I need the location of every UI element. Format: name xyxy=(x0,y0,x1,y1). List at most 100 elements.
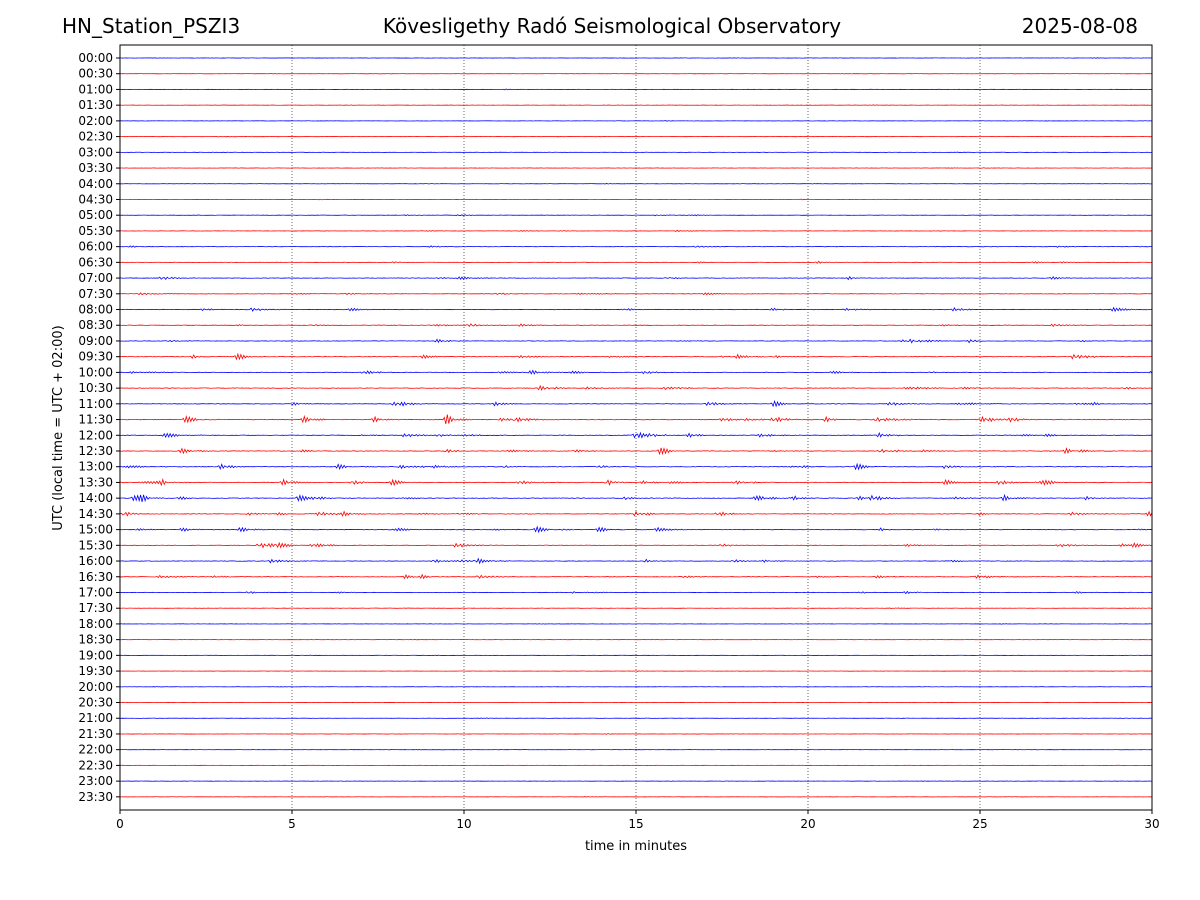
y-tick-label-11:30: 11:30 xyxy=(78,413,113,427)
x-tick-label-30: 30 xyxy=(1144,817,1159,831)
trace-14:00 xyxy=(119,493,1153,503)
trace-12:00 xyxy=(119,431,1153,439)
y-tick-label-11:00: 11:00 xyxy=(78,397,113,411)
y-tick-label-08:00: 08:00 xyxy=(78,303,113,317)
y-tick-label-10:30: 10:30 xyxy=(78,381,113,395)
trace-16:00 xyxy=(119,557,1153,565)
trace-02:00 xyxy=(120,120,1153,122)
y-tick-label-23:30: 23:30 xyxy=(78,790,113,804)
y-tick-label-05:00: 05:00 xyxy=(78,208,113,222)
y-tick-label-06:00: 06:00 xyxy=(78,240,113,254)
y-tick-label-19:00: 19:00 xyxy=(78,648,113,662)
y-tick-label-00:30: 00:30 xyxy=(78,67,113,81)
x-tick-label-15: 15 xyxy=(628,817,643,831)
trace-13:00 xyxy=(119,462,1153,471)
trace-18:00 xyxy=(119,623,1153,625)
y-tick-label-23:00: 23:00 xyxy=(78,774,113,788)
trace-15:00 xyxy=(119,525,1153,534)
trace-08:30 xyxy=(119,323,1153,328)
trace-21:30 xyxy=(119,733,1153,735)
grid-layer xyxy=(291,45,981,810)
x-tick-label-0: 0 xyxy=(116,817,124,831)
trace-12:30 xyxy=(119,447,1153,456)
y-tick-label-00:00: 00:00 xyxy=(78,51,113,65)
trace-07:30 xyxy=(120,292,1153,296)
y-tick-label-16:00: 16:00 xyxy=(78,554,113,568)
trace-17:00 xyxy=(119,590,1152,595)
y-tick-label-15:30: 15:30 xyxy=(78,538,113,552)
y-tick-label-05:30: 05:30 xyxy=(78,224,113,238)
y-tick-label-09:00: 09:00 xyxy=(78,334,113,348)
y-tick-label-04:30: 04:30 xyxy=(78,192,113,206)
trace-01:30 xyxy=(119,104,1153,106)
x-tick-label-10: 10 xyxy=(456,817,471,831)
y-tick-label-06:30: 06:30 xyxy=(78,255,113,269)
y-tick-label-16:30: 16:30 xyxy=(78,570,113,584)
y-tick-label-14:30: 14:30 xyxy=(78,507,113,521)
y-tick-label-04:00: 04:00 xyxy=(78,177,113,191)
y-tick-label-19:30: 19:30 xyxy=(78,664,113,678)
trace-23:30 xyxy=(119,796,1153,798)
y-tick-label-12:00: 12:00 xyxy=(78,428,113,442)
trace-02:30 xyxy=(119,135,1153,138)
y-tick-label-02:30: 02:30 xyxy=(78,130,113,144)
trace-22:00 xyxy=(119,748,1153,751)
y-tick-label-02:00: 02:00 xyxy=(78,114,113,128)
y-tick-label-18:30: 18:30 xyxy=(78,633,113,647)
y-tick-label-22:00: 22:00 xyxy=(78,743,113,757)
y-tick-label-22:30: 22:30 xyxy=(78,758,113,772)
y-tick-label-15:00: 15:00 xyxy=(78,523,113,537)
trace-15:30 xyxy=(119,541,1153,549)
trace-17:30 xyxy=(119,607,1153,609)
y-axis-label: UTC (local time = UTC + 02:00) xyxy=(51,325,66,530)
trace-03:30 xyxy=(119,167,1153,169)
trace-01:00 xyxy=(119,88,1153,91)
y-tick-label-13:00: 13:00 xyxy=(78,460,113,474)
trace-06:30 xyxy=(119,260,1153,264)
x-axis-label: time in minutes xyxy=(585,839,687,854)
y-tick-label-07:30: 07:30 xyxy=(78,287,113,301)
trace-03:00 xyxy=(119,151,1153,154)
y-tick-label-17:00: 17:00 xyxy=(78,585,113,599)
trace-04:00 xyxy=(119,182,1153,185)
trace-10:30 xyxy=(119,384,1153,391)
y-tick-label-20:30: 20:30 xyxy=(78,696,113,710)
y-tick-label-09:30: 09:30 xyxy=(78,350,113,364)
y-tick-label-03:00: 03:00 xyxy=(78,145,113,159)
trace-20:00 xyxy=(119,686,1153,688)
trace-layer xyxy=(119,57,1153,798)
x-tick-label-5: 5 xyxy=(288,817,296,831)
trace-00:00 xyxy=(119,57,1153,59)
x-tick-label-20: 20 xyxy=(800,817,815,831)
trace-19:00 xyxy=(119,654,1153,657)
trace-09:30 xyxy=(119,352,1153,361)
trace-20:30 xyxy=(119,701,1153,704)
y-tick-label-03:30: 03:30 xyxy=(78,161,113,175)
y-tick-label-14:00: 14:00 xyxy=(78,491,113,505)
y-tick-label-21:30: 21:30 xyxy=(78,727,113,741)
observatory-title: Kövesligethy Radó Seismological Observat… xyxy=(382,14,842,38)
trace-06:00 xyxy=(119,245,1153,248)
trace-10:00 xyxy=(119,369,1153,375)
trace-13:30 xyxy=(119,477,1153,487)
y-tick-label-21:00: 21:00 xyxy=(78,711,113,725)
y-tick-label-20:00: 20:00 xyxy=(78,680,113,694)
x-axis: 0 5 10 15 20 25 30 xyxy=(116,810,1160,831)
y-tick-label-07:00: 07:00 xyxy=(78,271,113,285)
trace-21:00 xyxy=(120,717,1153,719)
station-name: HN_Station_PSZI3 xyxy=(62,14,241,38)
y-tick-label-08:30: 08:30 xyxy=(78,318,113,332)
record-date: 2025-08-08 xyxy=(1021,14,1138,38)
trace-05:30 xyxy=(119,229,1153,232)
x-tick-label-25: 25 xyxy=(972,817,987,831)
y-tick-label-12:30: 12:30 xyxy=(78,444,113,458)
y-tick-label-17:30: 17:30 xyxy=(78,601,113,615)
trace-00:30 xyxy=(119,72,1153,75)
trace-04:30 xyxy=(119,198,1153,201)
y-tick-label-13:30: 13:30 xyxy=(78,475,113,489)
y-tick-label-01:00: 01:00 xyxy=(78,82,113,96)
trace-05:00 xyxy=(119,214,1153,217)
y-tick-label-18:00: 18:00 xyxy=(78,617,113,631)
